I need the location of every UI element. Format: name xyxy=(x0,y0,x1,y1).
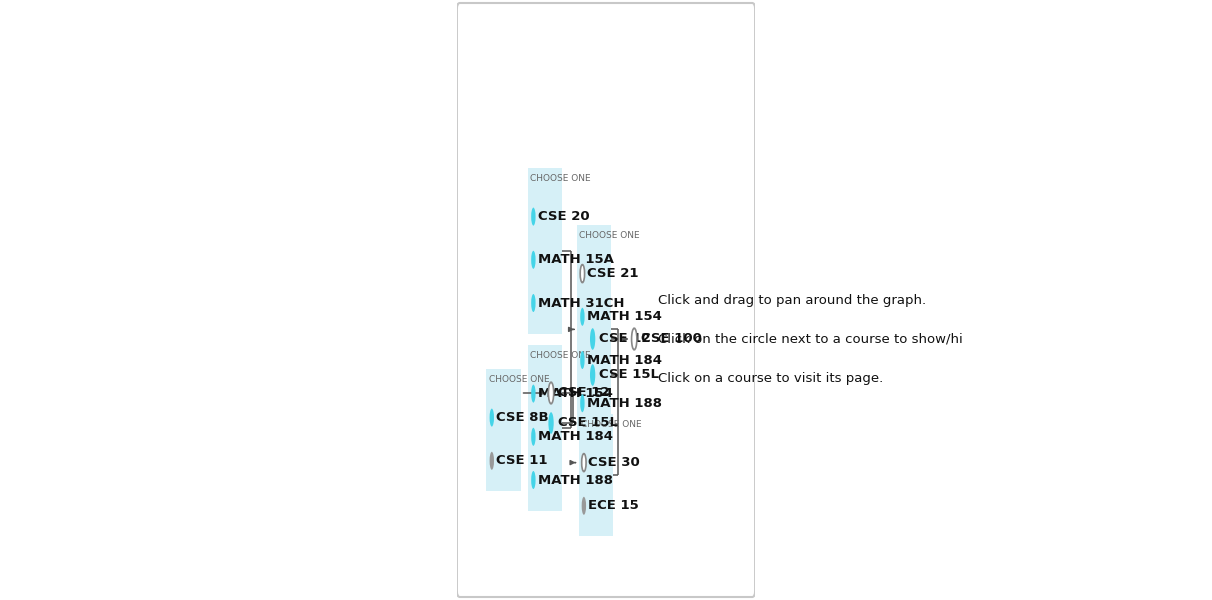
Ellipse shape xyxy=(548,382,554,404)
Text: MATH 15A: MATH 15A xyxy=(538,253,613,266)
Text: CHOOSE ONE: CHOOSE ONE xyxy=(531,174,591,183)
Ellipse shape xyxy=(531,251,536,269)
Text: ECE 15: ECE 15 xyxy=(588,499,639,512)
Ellipse shape xyxy=(582,454,587,472)
Text: MATH 154: MATH 154 xyxy=(538,387,613,400)
Text: CHOOSE ONE: CHOOSE ONE xyxy=(488,375,549,384)
Text: CSE 100: CSE 100 xyxy=(641,332,702,346)
Ellipse shape xyxy=(548,412,554,434)
Text: CHOOSE ONE: CHOOSE ONE xyxy=(579,231,640,240)
FancyBboxPatch shape xyxy=(528,345,562,511)
Text: CSE 30: CSE 30 xyxy=(588,456,640,469)
Ellipse shape xyxy=(531,385,536,403)
Ellipse shape xyxy=(490,452,494,470)
Text: CSE 8B: CSE 8B xyxy=(496,411,549,424)
Text: CSE 21: CSE 21 xyxy=(587,267,639,280)
Text: MATH 184: MATH 184 xyxy=(538,430,613,443)
Text: MATH 154: MATH 154 xyxy=(587,310,662,323)
FancyBboxPatch shape xyxy=(578,414,613,536)
Text: CHOOSE ONE: CHOOSE ONE xyxy=(581,420,641,429)
Text: CSE 12: CSE 12 xyxy=(558,386,610,400)
Text: MATH 184: MATH 184 xyxy=(587,353,662,367)
Ellipse shape xyxy=(631,328,636,350)
Ellipse shape xyxy=(531,428,536,446)
Text: CSE 15L: CSE 15L xyxy=(599,368,659,382)
Text: MATH 188: MATH 188 xyxy=(538,473,613,487)
Text: CSE 11: CSE 11 xyxy=(496,454,548,467)
Text: MATH 188: MATH 188 xyxy=(587,397,662,410)
Text: Click and drag to pan around the graph.: Click and drag to pan around the graph. xyxy=(658,294,926,307)
Text: CSE 15L: CSE 15L xyxy=(558,416,618,430)
Text: Click on a course to visit its page.: Click on a course to visit its page. xyxy=(658,372,884,385)
Ellipse shape xyxy=(590,328,595,350)
Ellipse shape xyxy=(581,351,584,369)
Ellipse shape xyxy=(490,409,494,427)
Text: CSE 12: CSE 12 xyxy=(599,332,651,346)
Text: MATH 31CH: MATH 31CH xyxy=(538,296,624,310)
FancyBboxPatch shape xyxy=(577,225,611,434)
Ellipse shape xyxy=(531,471,536,489)
Text: CHOOSE ONE: CHOOSE ONE xyxy=(531,351,591,360)
FancyBboxPatch shape xyxy=(457,3,755,597)
FancyBboxPatch shape xyxy=(486,369,521,491)
Ellipse shape xyxy=(581,265,584,283)
Ellipse shape xyxy=(581,394,584,412)
Ellipse shape xyxy=(531,294,536,312)
Text: Click on the circle next to a course to show/hi: Click on the circle next to a course to … xyxy=(658,333,962,346)
Ellipse shape xyxy=(590,364,595,386)
Text: CSE 20: CSE 20 xyxy=(538,210,589,223)
FancyBboxPatch shape xyxy=(528,168,562,334)
Ellipse shape xyxy=(582,497,587,515)
Ellipse shape xyxy=(531,208,536,226)
Ellipse shape xyxy=(581,308,584,326)
